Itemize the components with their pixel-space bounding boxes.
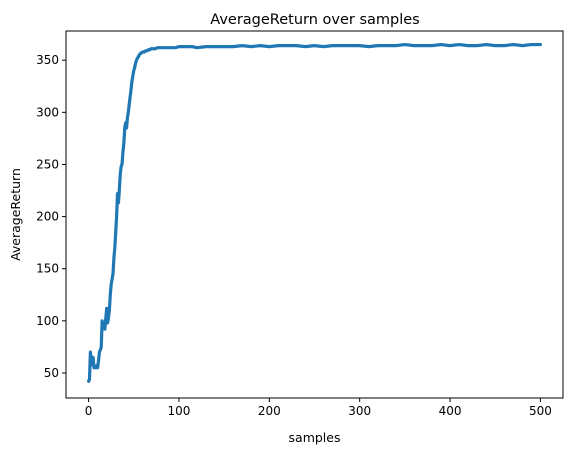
plot-area xyxy=(65,30,564,399)
y-tick-label: 250 xyxy=(36,157,59,171)
x-axis: 0 100 200 300 400 500 xyxy=(85,398,552,418)
y-tick-label: 350 xyxy=(36,53,59,67)
x-tick-label: 0 xyxy=(85,404,93,418)
y-tick-label: 200 xyxy=(36,210,59,224)
y-axis-label: AverageReturn xyxy=(8,168,23,261)
y-tick-label: 150 xyxy=(36,262,59,276)
x-tick-label: 500 xyxy=(529,404,552,418)
x-axis-label: samples xyxy=(289,430,341,445)
y-axis: 50 100 150 200 250 300 350 xyxy=(36,53,66,380)
chart-title: AverageReturn over samples xyxy=(210,12,420,28)
y-tick-label: 50 xyxy=(44,366,59,380)
x-tick-label: 300 xyxy=(348,404,371,418)
y-tick-label: 100 xyxy=(36,314,59,328)
x-tick-label: 100 xyxy=(168,404,191,418)
series-layer xyxy=(86,42,543,383)
plot-frame xyxy=(65,30,564,399)
x-tick-label: 400 xyxy=(439,404,462,418)
x-tick-label: 200 xyxy=(258,404,281,418)
y-tick-label: 300 xyxy=(36,105,59,119)
series-line-0 xyxy=(86,42,543,383)
